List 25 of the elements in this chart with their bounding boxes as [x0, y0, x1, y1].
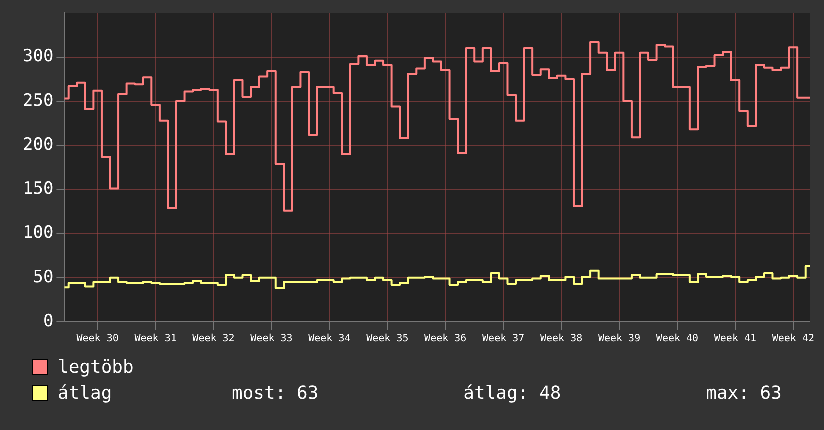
y-tick-label: 250: [22, 90, 54, 111]
legend-label: legtöbb: [58, 356, 134, 378]
text: most: 63: [232, 382, 319, 404]
text: átlag: 48: [464, 382, 562, 404]
x-tick-label: Week 38: [540, 334, 583, 345]
x-tick-label: Week 31: [134, 334, 177, 345]
y-tick-label: 50: [33, 267, 54, 288]
x-tick-label: Week 36: [424, 334, 467, 345]
y-tick-label: 100: [22, 223, 54, 244]
x-tick-label: Week 40: [656, 334, 699, 345]
y-tick-label: 150: [22, 179, 54, 200]
x-tick-label: Week 39: [598, 334, 641, 345]
x-tick-label: Week 41: [714, 334, 757, 345]
y-tick-label: 200: [22, 134, 54, 155]
x-tick-label: Week 37: [482, 334, 525, 345]
x-tick-label: Week 30: [76, 334, 119, 345]
x-tick-label: Week 33: [250, 334, 293, 345]
x-tick-label: Week 35: [366, 334, 409, 345]
text: max: 63: [706, 382, 782, 404]
x-tick-label: Week 42: [772, 334, 815, 345]
y-tick-label: 0: [43, 311, 54, 332]
y-tick-label: 300: [22, 46, 54, 67]
x-tick-label: Week 34: [308, 334, 351, 345]
x-tick-label: Week 32: [192, 334, 235, 345]
legend-label: átlag: [58, 382, 112, 404]
